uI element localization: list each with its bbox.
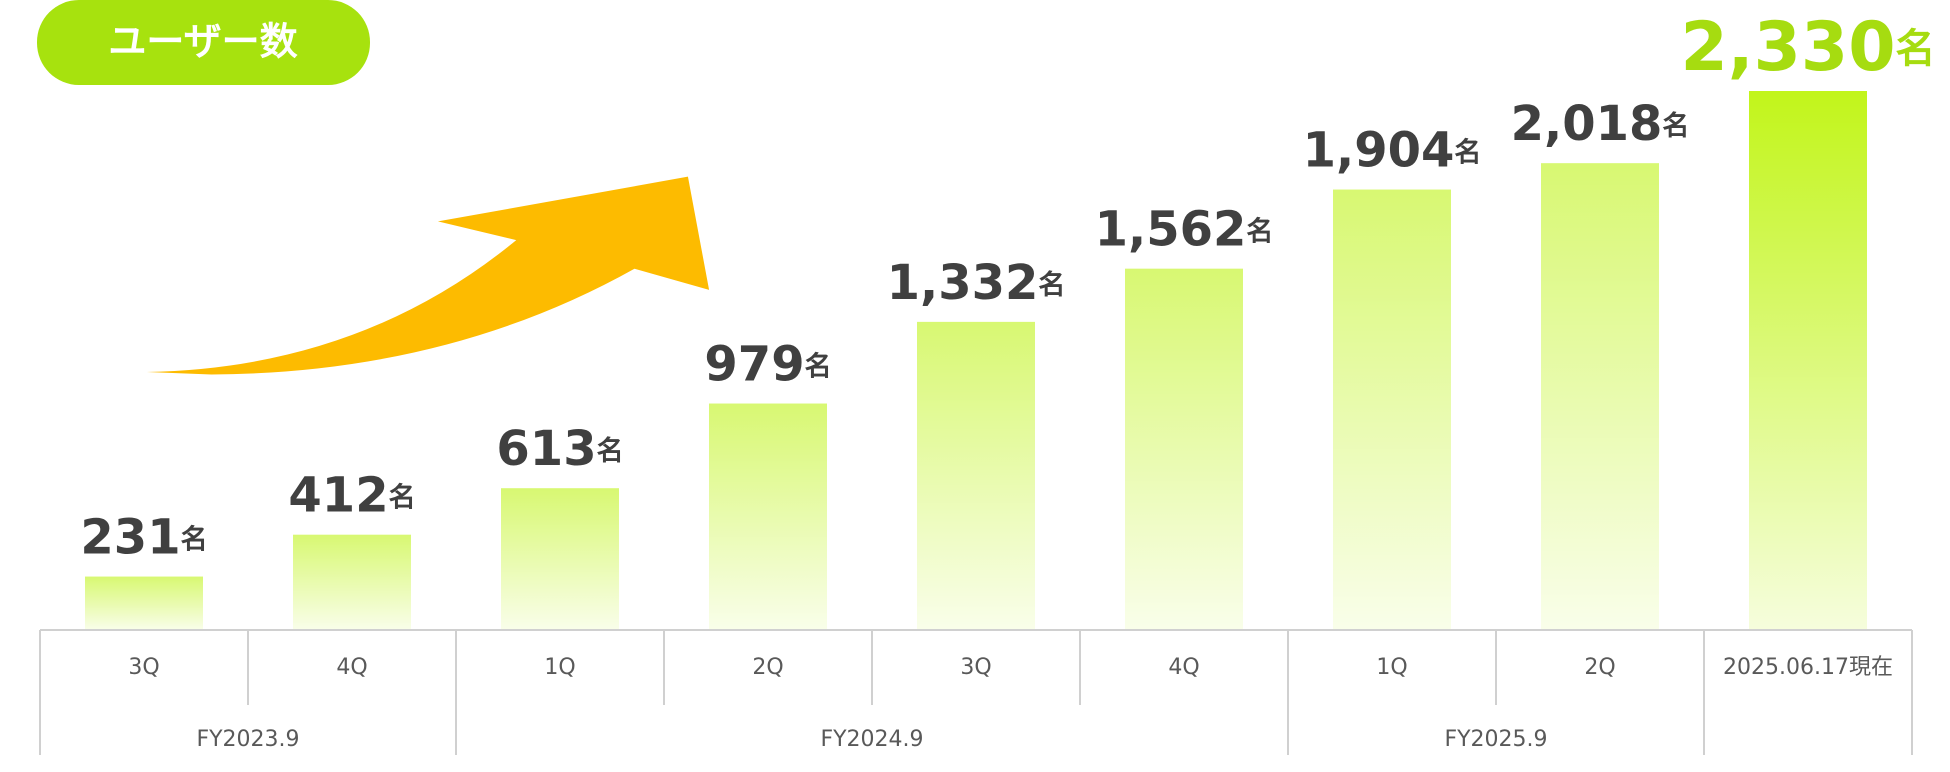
group-label: FY2025.9 xyxy=(1444,727,1547,752)
arrow-shape xyxy=(146,176,710,375)
title-pill xyxy=(37,0,370,85)
value-unit: 名 xyxy=(1038,268,1065,300)
bar-fade xyxy=(1333,189,1451,630)
value-label: 2,330名 xyxy=(1680,8,1935,87)
value-number: 613 xyxy=(496,421,596,477)
x-tick-label: 3Q xyxy=(128,655,159,680)
value-unit: 名 xyxy=(805,350,832,382)
value-label: 613名 xyxy=(496,421,623,477)
value-number: 2,018 xyxy=(1511,96,1663,152)
trend-arrow xyxy=(146,176,710,375)
x-tick-label: 2Q xyxy=(752,655,783,680)
value-unit: 名 xyxy=(1246,215,1273,247)
bar-fade xyxy=(1541,163,1659,630)
bar-fade xyxy=(1749,91,1867,630)
value-label: 412名 xyxy=(288,468,415,524)
value-label: 979名 xyxy=(704,337,831,393)
x-tick-label: 1Q xyxy=(544,655,575,680)
bar-fade xyxy=(709,403,827,630)
x-tick-label: 2Q xyxy=(1584,655,1615,680)
value-number: 2,330 xyxy=(1680,8,1895,87)
bar-fade xyxy=(501,488,619,630)
value-label: 231名 xyxy=(80,510,207,566)
bar-fade xyxy=(293,534,411,630)
value-number: 1,904 xyxy=(1303,123,1455,179)
value-number: 1,562 xyxy=(1095,202,1247,258)
x-tick-label: 4Q xyxy=(1168,655,1199,680)
value-label: 1,332名 xyxy=(887,255,1066,311)
x-tick-label: 3Q xyxy=(960,655,991,680)
group-label: FY2024.9 xyxy=(820,727,923,752)
x-tick-label: 1Q xyxy=(1376,655,1407,680)
value-number: 412 xyxy=(288,468,388,524)
bar-fade xyxy=(917,321,1035,630)
value-number: 979 xyxy=(704,337,804,393)
value-unit: 名 xyxy=(597,435,624,467)
x-tick-label: 4Q xyxy=(336,655,367,680)
value-number: 1,332 xyxy=(887,255,1039,311)
group-label: FY2023.9 xyxy=(196,727,299,752)
bar-fade xyxy=(85,576,203,630)
value-unit: 名 xyxy=(389,481,416,513)
value-number: 231 xyxy=(80,510,180,566)
value-unit: 名 xyxy=(1896,26,1936,72)
value-label: 1,904名 xyxy=(1303,123,1482,179)
value-label: 2,018名 xyxy=(1511,96,1690,152)
bar-fade xyxy=(1125,268,1243,630)
x-tick-label: 2025.06.17現在 xyxy=(1723,655,1893,680)
chart-title: ユーザー数 xyxy=(108,20,297,64)
value-unit: 名 xyxy=(181,523,208,555)
value-label: 1,562名 xyxy=(1095,202,1274,258)
value-unit: 名 xyxy=(1454,136,1481,168)
value-unit: 名 xyxy=(1662,110,1689,142)
